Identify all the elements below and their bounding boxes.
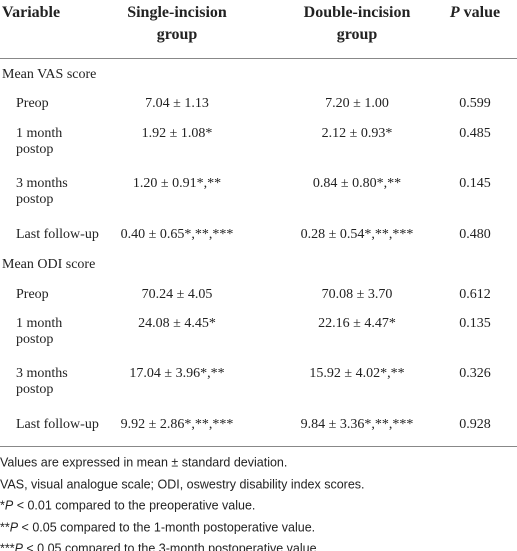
row-label: 3 months [16,366,68,381]
note-text: < 0.05 compared to the 3-month postopera… [22,541,320,551]
row-label: postop [16,332,54,347]
cell: 0.928 [459,417,491,432]
cell: 0.485 [459,126,491,141]
row-label: Preop [16,96,49,111]
cell: 70.24 ± 4.05 [141,287,213,302]
header-cell: Single-incision [127,4,227,21]
note-prefix: ** [0,520,10,534]
cell: 0.28 ± 0.54*,**,*** [300,227,414,242]
header-cell: P value [450,4,500,22]
cell: 0.326 [459,366,491,381]
row-label: postop [16,192,54,207]
cell: 0.145 [459,176,491,191]
section-label: Mean ODI score [2,257,96,272]
row-label: postop [16,142,54,157]
row-label: Preop [16,287,49,302]
section-label: Mean VAS score [2,67,97,82]
cell: 22.16 ± 4.47* [318,316,396,331]
note-italic: P [9,520,19,534]
footnote: ***P < 0.05 compared to the 3-month post… [0,542,320,551]
footnote: **P < 0.05 compared to the 1-month posto… [0,520,315,535]
header-cell: Double-incision [303,4,411,21]
bottom-rule [0,446,517,447]
cell: 1.20 ± 0.91*,** [132,176,222,191]
note-text: < 0.05 compared to the 1-month postopera… [18,520,316,534]
header-cell: Variable [2,4,61,21]
cell: 9.92 ± 2.86*,**,*** [120,417,234,432]
header-italic: P [449,4,460,21]
cell: 0.480 [459,227,491,242]
cell: 24.08 ± 4.45* [138,316,216,331]
footnote: VAS, visual analogue scale; ODI, oswestr… [0,477,365,492]
cell: 0.135 [459,316,491,331]
header-rule [0,58,517,59]
row-label: 3 months [16,176,68,191]
cell: 7.20 ± 1.00 [325,96,389,111]
row-label: 1 month [16,316,63,331]
note-prefix: * [0,498,5,513]
note-prefix: *** [0,541,15,551]
footnote: Values are expressed in mean ± standard … [0,456,287,471]
footnote: *P < 0.01 compared to the preoperative v… [0,499,255,514]
note-italic: P [4,498,14,513]
cell: 70.08 ± 3.70 [321,287,393,302]
row-label: 1 month [16,126,63,141]
cell: 7.04 ± 1.13 [145,96,209,111]
cell: 2.12 ± 0.93* [321,126,393,141]
note-italic: P [14,541,23,551]
header-cell: group [156,26,198,43]
note-text: VAS, visual analogue scale; ODI, oswestr… [0,477,365,491]
header-text: value [459,4,501,21]
row-label: postop [16,382,54,397]
note-text: < 0.01 compared to the preoperative valu… [13,498,256,513]
row-label: Last follow-up [16,227,99,242]
cell: 0.612 [459,287,491,302]
cell: 0.84 ± 0.80*,** [312,176,402,191]
header-cell: group [336,26,378,43]
cell: 1.92 ± 1.08* [141,126,213,141]
cell: 17.04 ± 3.96*,** [129,366,225,381]
cell: 9.84 ± 3.36*,**,*** [300,417,414,432]
row-label: Last follow-up [16,417,99,432]
cell: 0.599 [459,96,491,111]
cell: 15.92 ± 4.02*,** [309,366,405,381]
note-text: Values are expressed in mean ± standard … [0,455,288,470]
cell: 0.40 ± 0.65*,**,*** [120,227,234,242]
